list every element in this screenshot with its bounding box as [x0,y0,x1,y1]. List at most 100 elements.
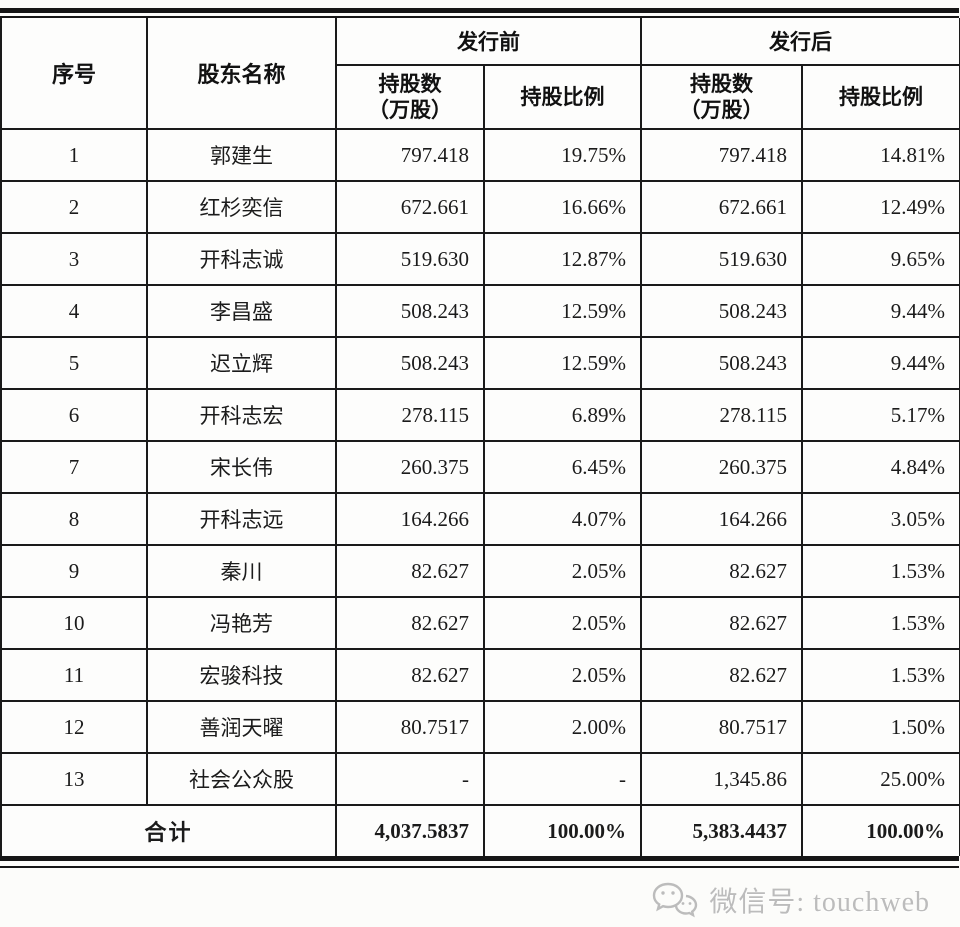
cell-pre-ratio: 19.75% [483,128,642,182]
cell-shareholder-name: 红杉奕信 [146,180,337,234]
table-row: 11 宏骏科技 82.627 2.05% 82.627 1.53% [0,648,960,702]
cell-pre-shares: 82.627 [335,544,485,598]
cell-pre-shares: 82.627 [335,596,485,650]
cell-serial: 7 [0,440,148,494]
total-pre-shares: 4,037.5837 [335,804,485,856]
cell-pre-ratio: 6.45% [483,440,642,494]
cell-post-ratio: 1.53% [801,648,960,702]
table-row: 4 李昌盛 508.243 12.59% 508.243 9.44% [0,284,960,338]
cell-pre-shares: 164.266 [335,492,485,546]
cell-post-ratio: 1.53% [801,596,960,650]
table-row: 5 迟立辉 508.243 12.59% 508.243 9.44% [0,336,960,390]
cell-post-ratio: 9.44% [801,336,960,390]
cell-post-shares: 508.243 [640,284,803,338]
table-row: 13 社会公众股 - -1,345.86 25.00% [0,752,960,806]
header-post-ratio: 持股比例 [801,64,960,130]
table-top-rule-thin [0,16,959,18]
cell-pre-ratio: 12.59% [483,336,642,390]
header-post-issue-group: 发行后 [640,18,960,66]
cell-shareholder-name: 宋长伟 [146,440,337,494]
watermark: 微信号: touchweb [0,868,960,920]
cell-pre-ratio: 16.66% [483,180,642,234]
cell-pre-ratio: 12.59% [483,284,642,338]
shareholder-table: 序号 股东名称 发行前 发行后 持股数 （万股） 持股比例 持股数 （万股） 持… [0,18,960,856]
cell-post-ratio: 14.81% [801,128,960,182]
header-row-subcolumns: 持股数 （万股） 持股比例 持股数 （万股） 持股比例 [1,64,960,130]
wechat-icon [653,882,698,918]
cell-shareholder-name: 冯艳芳 [146,596,337,650]
table-row: 12 善润天曜 80.7517 2.00% 80.7517 1.50% [0,700,960,754]
cell-post-ratio: 25.00% [801,752,960,806]
cell-serial: 1 [0,128,148,182]
cell-post-ratio: 3.05% [801,492,960,546]
cell-shareholder-name: 秦川 [146,544,337,598]
total-post-shares: 5,383.4437 [640,804,803,856]
cell-post-shares: 797.418 [640,128,803,182]
cell-serial: 6 [0,388,148,442]
cell-post-shares: 82.627 [640,596,803,650]
table-header: 序号 股东名称 发行前 发行后 持股数 （万股） 持股比例 持股数 （万股） 持… [0,18,960,130]
cell-shareholder-name: 善润天曜 [146,700,337,754]
watermark-text: 微信号: touchweb [709,887,930,918]
table-row: 7 宋长伟 260.375 6.45% 260.375 4.84% [0,440,960,494]
cell-pre-shares: 508.243 [335,284,485,338]
cell-shareholder-name: 宏骏科技 [146,648,337,702]
header-serial: 序号 [0,18,148,130]
cell-shareholder-name: 迟立辉 [146,336,337,390]
cell-pre-ratio: 2.00% [483,700,642,754]
cell-pre-ratio: 2.05% [483,648,642,702]
total-post-ratio: 100.00% [801,804,960,856]
cell-serial: 5 [0,336,148,390]
cell-pre-shares: 80.7517 [335,700,485,754]
cell-pre-shares: 508.243 [335,336,485,390]
cell-serial: 12 [0,700,148,754]
cell-pre-ratio: - [483,752,642,806]
cell-pre-ratio: 12.87% [483,232,642,286]
cell-pre-ratio: 6.89% [483,388,642,442]
cell-post-shares: 1,345.86 [640,752,803,806]
cell-pre-ratio: 2.05% [483,596,642,650]
table-row: 3 开科志诚 519.630 12.87% 519.630 9.65% [0,232,960,286]
cell-post-shares: 82.627 [640,544,803,598]
cell-post-ratio: 5.17% [801,388,960,442]
table-footer: 合计 4,037.5837 100.00% 5,383.4437 100.00% [0,804,960,856]
table-row: 1 郭建生 797.418 19.75% 797.418 14.81% [0,128,960,182]
header-pre-ratio: 持股比例 [483,64,642,130]
header-pre-shares: 持股数 （万股） [335,64,485,130]
cell-serial: 13 [0,752,148,806]
cell-post-ratio: 9.44% [801,284,960,338]
cell-shareholder-name: 李昌盛 [146,284,337,338]
cell-pre-shares: 519.630 [335,232,485,286]
cell-serial: 10 [0,596,148,650]
cell-pre-shares: 278.115 [335,388,485,442]
header-post-shares: 持股数 （万股） [640,64,803,130]
table-bottom-rule-thin [0,866,959,868]
header-row-groups: 序号 股东名称 发行前 发行后 [0,18,960,130]
table-row: 10 冯艳芳 82.627 2.05% 82.627 1.53% [0,596,960,650]
total-row: 合计 4,037.5837 100.00% 5,383.4437 100.00% [0,804,960,856]
table-bottom-rule-thick [0,856,959,861]
table-row: 9 秦川 82.627 2.05% 82.627 1.53% [0,544,960,598]
cell-serial: 9 [0,544,148,598]
cell-post-shares: 80.7517 [640,700,803,754]
cell-serial: 11 [0,648,148,702]
cell-pre-shares: 82.627 [335,648,485,702]
table-row: 2 红杉奕信 672.661 16.66% 672.661 12.49% [0,180,960,234]
cell-post-ratio: 4.84% [801,440,960,494]
table-row: 8 开科志远 164.266 4.07% 164.266 3.05% [0,492,960,546]
table-row: 6 开科志宏 278.115 6.89% 278.115 5.17% [0,388,960,442]
cell-post-ratio: 12.49% [801,180,960,234]
cell-shareholder-name: 郭建生 [146,128,337,182]
table-top-rule-thick [0,8,959,13]
cell-serial: 8 [0,492,148,546]
cell-post-shares: 278.115 [640,388,803,442]
cell-serial: 2 [0,180,148,234]
cell-pre-shares: 797.418 [335,128,485,182]
cell-post-ratio: 1.50% [801,700,960,754]
cell-pre-shares: 260.375 [335,440,485,494]
cell-shareholder-name: 开科志诚 [146,232,337,286]
cell-serial: 3 [0,232,148,286]
cell-post-shares: 508.243 [640,336,803,390]
cell-shareholder-name: 社会公众股 [146,752,337,806]
cell-serial: 4 [0,284,148,338]
